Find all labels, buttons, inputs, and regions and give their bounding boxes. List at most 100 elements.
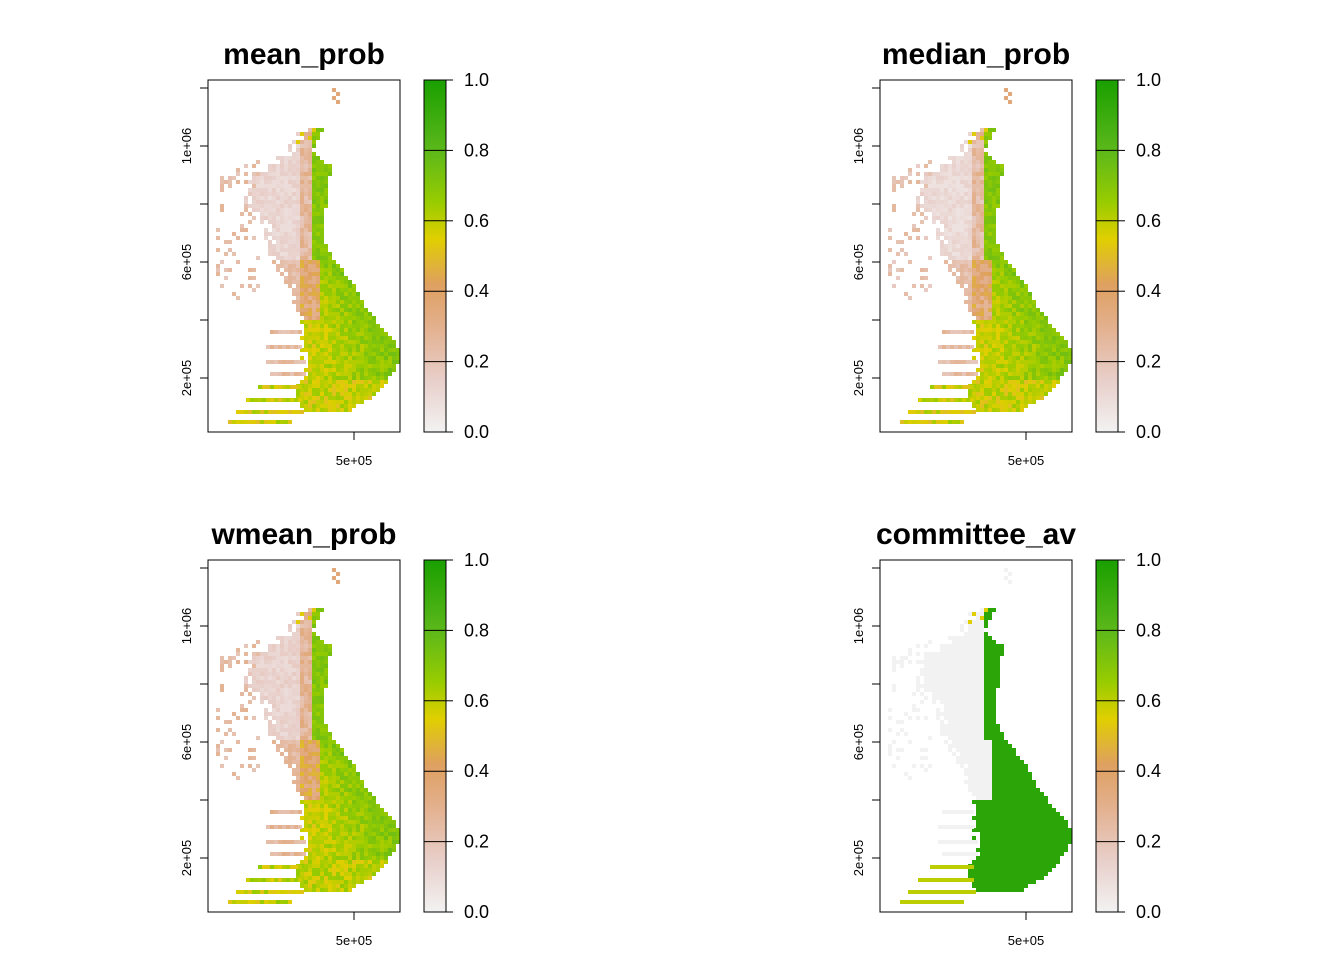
raster-cell (336, 396, 340, 400)
raster-cell (1060, 340, 1064, 344)
raster-cell (992, 812, 996, 816)
raster-cell (320, 128, 324, 132)
raster-cell (356, 360, 360, 364)
raster-cell (1020, 380, 1024, 384)
raster-cell (384, 368, 388, 372)
raster-cell (384, 376, 388, 380)
raster-cell (360, 812, 364, 816)
raster-cell (984, 152, 988, 156)
raster-cell (288, 656, 292, 660)
raster-cell (252, 208, 256, 212)
raster-cell (296, 708, 300, 712)
raster-cell (1040, 340, 1044, 344)
raster-cell (300, 740, 304, 744)
raster-cell (1004, 760, 1008, 764)
raster-cell (960, 264, 964, 268)
raster-cell (308, 304, 312, 308)
raster-cell (992, 364, 996, 368)
raster-cell (356, 780, 360, 784)
raster-cell (980, 724, 984, 728)
raster-cell (316, 388, 320, 392)
raster-cell (328, 356, 332, 360)
colorbar-tick-label: 1.0 (464, 550, 489, 570)
raster-cell (316, 296, 320, 300)
raster-cell (332, 756, 336, 760)
raster-cell (276, 420, 280, 424)
raster-cell (264, 688, 268, 692)
raster-cell (308, 184, 312, 188)
raster-cell (916, 200, 920, 204)
raster-cell (224, 268, 228, 272)
raster-cell (988, 160, 992, 164)
raster-cell (344, 864, 348, 868)
raster-cell (294, 330, 298, 334)
raster-cell (376, 352, 380, 356)
raster-cell (1008, 320, 1012, 324)
raster-cell (248, 748, 252, 752)
raster-cell (972, 172, 976, 176)
raster-cell (352, 376, 356, 380)
raster-cell (352, 772, 356, 776)
raster-cell (276, 188, 280, 192)
raster-cell (988, 784, 992, 788)
raster-cell (260, 180, 264, 184)
raster-cell (236, 420, 240, 424)
raster-cell (1024, 396, 1028, 400)
raster-cell (328, 888, 332, 892)
raster-cell (996, 684, 1000, 688)
raster-cell (1040, 324, 1044, 328)
raster-cell (1068, 360, 1072, 364)
raster-cell (232, 292, 236, 296)
raster-cell (340, 312, 344, 316)
raster-cell (332, 864, 336, 868)
raster-cell (1008, 756, 1012, 760)
raster-cell (1036, 312, 1040, 316)
raster-cell (280, 728, 284, 732)
raster-cell (968, 148, 972, 152)
raster-cell (976, 348, 980, 352)
raster-cell (976, 144, 980, 148)
raster-cell (376, 868, 380, 872)
raster-cell (892, 208, 896, 212)
raster-cell (980, 364, 984, 368)
raster-cell (972, 156, 976, 160)
raster-cell (996, 372, 1000, 376)
raster-cell (258, 878, 262, 882)
raster-cell (984, 708, 988, 712)
raster-cell (304, 692, 308, 696)
raster-cell (248, 684, 252, 688)
raster-cell (320, 688, 324, 692)
raster-cell (308, 632, 312, 636)
raster-cell (1056, 332, 1060, 336)
raster-cell (316, 672, 320, 676)
raster-cell (948, 688, 952, 692)
raster-cell (296, 620, 300, 624)
raster-cell (308, 232, 312, 236)
raster-cell (324, 828, 328, 832)
raster-cell (244, 420, 248, 424)
raster-cell (364, 868, 368, 872)
raster-cell (392, 368, 396, 372)
raster-cell (304, 376, 308, 380)
raster-cell (300, 664, 304, 668)
raster-cell (308, 368, 312, 372)
raster-cell (264, 420, 268, 424)
raster-cell (988, 616, 992, 620)
raster-cell (984, 684, 988, 688)
raster-cell (312, 232, 316, 236)
raster-cell (328, 652, 332, 656)
raster-cell (224, 180, 228, 184)
raster-cell (1024, 764, 1028, 768)
raster-cell (276, 204, 280, 208)
raster-cell (960, 160, 964, 164)
raster-cell (324, 732, 328, 736)
raster-cell (980, 316, 984, 320)
raster-cell (356, 392, 360, 396)
raster-cell (356, 856, 360, 860)
raster-cell (232, 712, 236, 716)
raster-cell (984, 356, 988, 360)
raster-cell (328, 868, 332, 872)
raster-cell (1028, 372, 1032, 376)
raster-cell (956, 644, 960, 648)
